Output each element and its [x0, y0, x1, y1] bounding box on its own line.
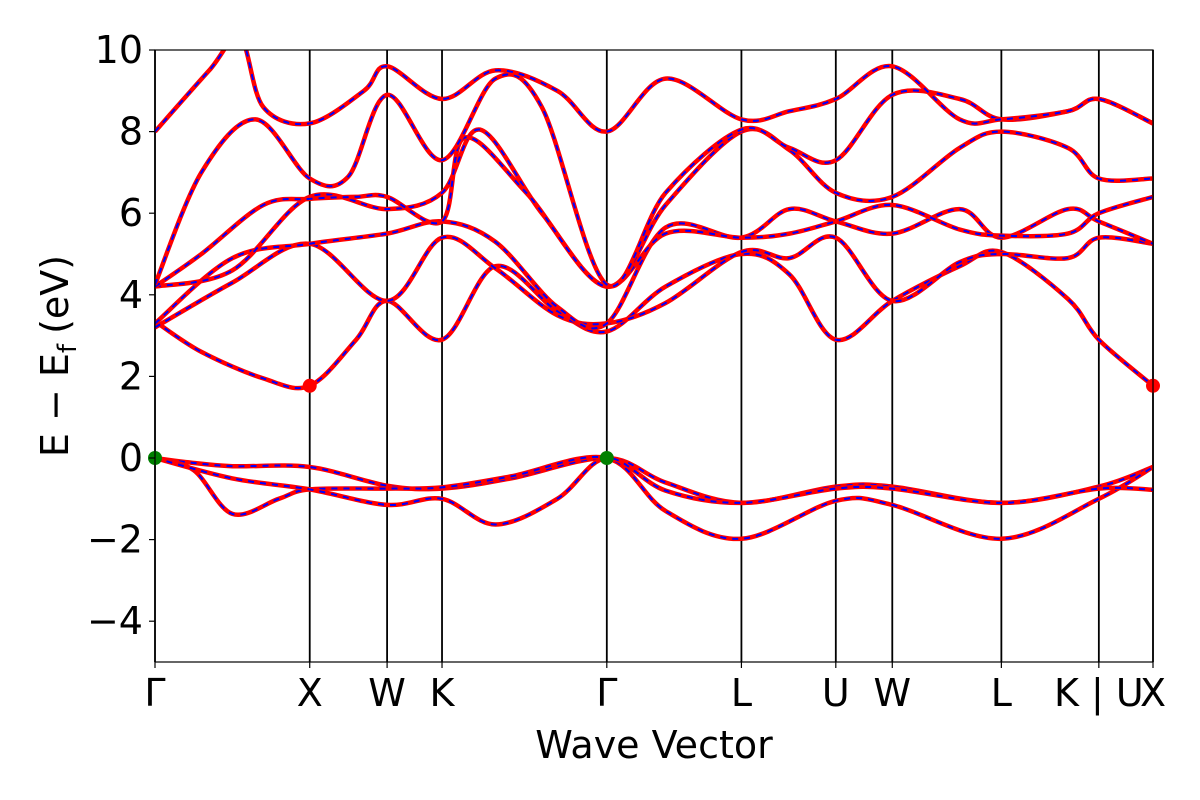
x-tick-label: W: [873, 671, 911, 715]
y-tick-label: 10: [95, 28, 143, 72]
x-tick-label: K | U: [1054, 671, 1144, 716]
y-tick-label: 6: [119, 191, 143, 235]
y-axis-label-sub: f: [53, 343, 83, 353]
x-tick-label: U: [822, 671, 850, 715]
band-line-blue: [155, 73, 1153, 288]
band-line-blue: [155, 235, 1153, 329]
y-axis-label-main: E − E: [33, 353, 77, 457]
y-tick-label: −4: [87, 599, 143, 643]
y-tick-label: 4: [119, 273, 143, 317]
band-line-red: [155, 234, 1153, 330]
y-tick-label: 2: [119, 354, 143, 398]
y-ticks: −4 −2 0 2 4 6 8 10: [87, 28, 155, 643]
y-tick-label: −2: [87, 518, 143, 562]
x-tick-label: Γ: [144, 671, 165, 715]
x-tick-label: W: [368, 671, 406, 715]
x-tick-label: X: [1140, 671, 1166, 715]
band-line-blue: [155, 456, 1153, 526]
x-axis-label: Wave Vector: [535, 723, 773, 767]
y-tick-label: 8: [119, 110, 143, 154]
band-edge-markers: [148, 378, 1160, 465]
band-line-red: [155, 248, 1153, 391]
x-tick-label: L: [731, 671, 752, 715]
band-line-blue: [155, 128, 1153, 288]
plot-frame: [154, 49, 1154, 663]
band-line-red: [155, 454, 1153, 542]
band-line-blue: [155, 50, 1153, 133]
band-line-red: [155, 50, 1153, 134]
cbm-marker: [302, 378, 317, 393]
kpoint-lines: [154, 50, 1154, 662]
x-tick-label: K: [430, 671, 456, 715]
band-line-blue: [155, 128, 1153, 288]
band-line-blue: [155, 249, 1153, 390]
y-axis-label: E − Ef (eV): [33, 255, 83, 457]
band-lines: [155, 50, 1153, 542]
y-tick-label: 0: [119, 436, 143, 480]
y-axis-label-unit: (eV): [33, 255, 77, 334]
x-tick-label: L: [991, 671, 1012, 715]
x-tick-label: X: [297, 671, 323, 715]
x-tick-label: Γ: [596, 671, 617, 715]
vbm-marker: [599, 451, 614, 465]
band-line-blue: [155, 456, 1153, 540]
band-line-red: [155, 455, 1153, 506]
